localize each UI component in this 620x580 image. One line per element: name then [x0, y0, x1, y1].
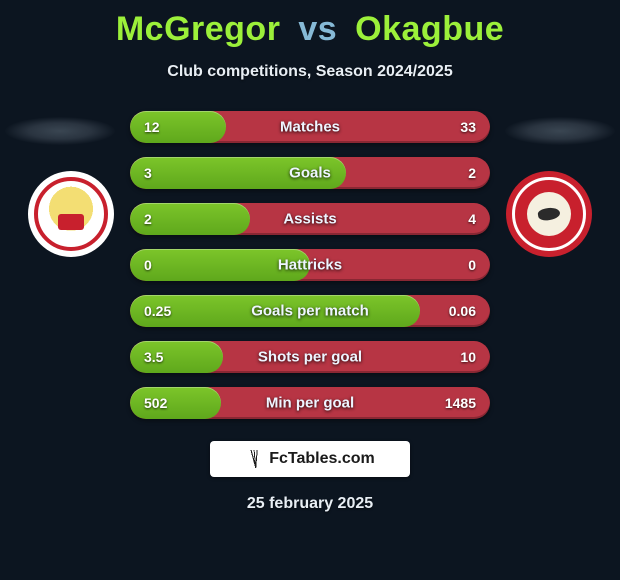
- player2-name: Okagbue: [355, 10, 504, 48]
- brand-text: FcTables.com: [269, 450, 375, 468]
- stat-value-left: 2: [144, 211, 152, 227]
- player1-name: McGregor: [116, 10, 281, 48]
- player1-club-badge: [28, 171, 114, 257]
- stat-value-right: 0.06: [449, 303, 476, 319]
- stat-label: Goals: [289, 165, 331, 182]
- stat-label: Min per goal: [266, 395, 354, 412]
- stat-value-left: 3.5: [144, 349, 163, 365]
- stat-value-left: 12: [144, 119, 160, 135]
- walsall-badge-icon: [512, 177, 586, 251]
- stat-bar: 0 0 Hattricks: [130, 249, 490, 281]
- stat-bar: 12 33 Matches: [130, 111, 490, 143]
- stat-bars-container: 12 33 Matches 3 2 Goals 2 4 Assists 0 0 Hattricks 0.…: [130, 111, 490, 419]
- stat-value-right: 2: [468, 165, 476, 181]
- stat-value-left: 502: [144, 395, 167, 411]
- left-shadow: [5, 117, 115, 145]
- stat-label: Assists: [283, 211, 336, 228]
- stat-value-right: 4: [468, 211, 476, 227]
- player2-club-badge: [506, 171, 592, 257]
- stat-value-right: 33: [460, 119, 476, 135]
- fctables-logo-icon: [245, 450, 263, 468]
- stat-bar: 3 2 Goals: [130, 157, 490, 189]
- vs-label: vs: [298, 10, 337, 48]
- stat-bar: 3.5 10 Shots per goal: [130, 341, 490, 373]
- stat-label: Hattricks: [278, 257, 342, 274]
- right-shadow: [505, 117, 615, 145]
- stat-label: Goals per match: [251, 303, 369, 320]
- date-label: 25 february 2025: [0, 495, 620, 513]
- stat-bar: 502 1485 Min per goal: [130, 387, 490, 419]
- swindon-badge-icon: [34, 177, 108, 251]
- stat-value-left: 0.25: [144, 303, 171, 319]
- stat-value-right: 10: [460, 349, 476, 365]
- stat-value-left: 0: [144, 257, 152, 273]
- stat-value-right: 0: [468, 257, 476, 273]
- comparison-stage: 12 33 Matches 3 2 Goals 2 4 Assists 0 0 Hattricks 0.…: [0, 111, 620, 419]
- stat-bar: 0.25 0.06 Goals per match: [130, 295, 490, 327]
- stat-label: Matches: [280, 119, 340, 136]
- stat-bar: 2 4 Assists: [130, 203, 490, 235]
- brand-badge: FcTables.com: [210, 441, 410, 477]
- comparison-title: McGregor vs Okagbue: [0, 0, 620, 49]
- stat-value-right: 1485: [445, 395, 476, 411]
- stat-value-left: 3: [144, 165, 152, 181]
- subtitle: Club competitions, Season 2024/2025: [0, 63, 620, 81]
- stat-label: Shots per goal: [258, 349, 362, 366]
